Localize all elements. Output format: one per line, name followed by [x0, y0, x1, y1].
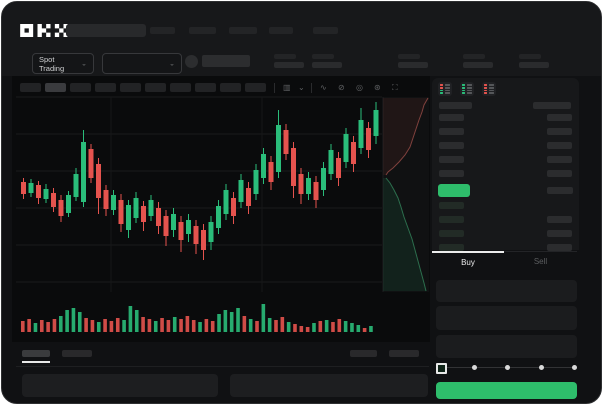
bottom-tab[interactable] — [62, 350, 92, 357]
order-input[interactable] — [436, 280, 577, 302]
ask-amount-placeholder[interactable] — [547, 170, 572, 177]
tab-buy[interactable]: Buy — [432, 251, 504, 272]
ob-header-right — [533, 102, 571, 109]
chart-tool-icon[interactable]: ⛶ — [392, 83, 398, 92]
market-type-label: Spot Trading — [39, 54, 65, 73]
chart-tool-icon[interactable]: ◎ — [356, 83, 363, 92]
ask-amount-placeholder[interactable] — [547, 142, 572, 149]
book-bids-icon[interactable] — [460, 82, 474, 96]
slider-stop[interactable] — [505, 365, 510, 370]
bottom-divider — [16, 366, 429, 367]
chart-tool-icon[interactable]: ⊘ — [338, 83, 345, 92]
book-asks-icon[interactable] — [482, 82, 496, 96]
stat-label-placeholder — [463, 54, 485, 59]
stat-value-placeholder — [312, 62, 342, 68]
pair-name-placeholder — [202, 55, 250, 67]
tab-sell[interactable]: Sell — [533, 257, 548, 266]
chart-tool-icon[interactable]: ▥ — [283, 83, 291, 92]
toolbar-separator — [311, 83, 312, 93]
last-price-badge[interactable] — [438, 184, 470, 197]
search-input[interactable] — [66, 24, 146, 37]
interval-pill[interactable] — [20, 83, 41, 92]
pair-selector-dropdown[interactable]: ⌄ — [102, 53, 182, 74]
ask-price-placeholder[interactable] — [439, 156, 464, 163]
bid-price-placeholder[interactable] — [439, 244, 464, 251]
ask-price-placeholder[interactable] — [439, 142, 464, 149]
slider-handle[interactable] — [436, 363, 447, 374]
bottom-tab[interactable] — [22, 350, 50, 357]
grid-layer — [16, 96, 382, 292]
market-type-dropdown[interactable]: Spot Trading ⌄ — [32, 53, 94, 74]
bottom-action-placeholder[interactable] — [350, 350, 377, 357]
interval-pill[interactable] — [145, 83, 166, 92]
chevron-down-icon: ⌄ — [81, 61, 87, 67]
slider-stop[interactable] — [538, 365, 544, 370]
ask-amount-placeholder[interactable] — [547, 156, 572, 163]
interval-pill[interactable] — [45, 83, 66, 92]
interval-pill[interactable] — [70, 83, 91, 92]
nav-item-placeholder[interactable] — [150, 27, 175, 34]
interval-pill[interactable] — [220, 83, 241, 92]
bid-price-placeholder[interactable] — [439, 216, 464, 223]
ask-price-placeholder[interactable] — [439, 128, 464, 135]
bid-amount-placeholder[interactable] — [547, 216, 572, 223]
slider-stop[interactable] — [572, 365, 577, 370]
nav-item-placeholder[interactable] — [229, 27, 257, 34]
nav-item-placeholder[interactable] — [269, 27, 293, 34]
bid-price-placeholder[interactable] — [439, 230, 464, 237]
slider-stop[interactable] — [471, 365, 477, 370]
bid-amount-placeholder[interactable] — [547, 244, 572, 251]
ob-header-left — [439, 102, 472, 109]
stat-value-placeholder — [519, 62, 549, 68]
nav-item-placeholder[interactable] — [313, 27, 338, 34]
stat-value-placeholder — [463, 62, 493, 68]
coin-avatar[interactable] — [185, 55, 198, 68]
candles-layer — [21, 102, 379, 260]
interval-pill[interactable] — [95, 83, 116, 92]
ask-amount-placeholder[interactable] — [547, 128, 572, 135]
ask-price-placeholder[interactable] — [439, 114, 464, 121]
ask-amount-placeholder[interactable] — [547, 114, 572, 121]
stat-label-placeholder — [519, 54, 541, 59]
order-input[interactable] — [436, 306, 577, 330]
toolbar-separator — [274, 83, 275, 93]
okx-logo[interactable] — [20, 24, 68, 37]
chart-tool-icon[interactable]: ⊛ — [374, 83, 381, 92]
chevron-down-icon: ⌄ — [169, 61, 175, 67]
order-tabbar — [432, 251, 577, 273]
stat-value-placeholder — [274, 62, 304, 68]
last-price-amount-placeholder — [547, 187, 573, 194]
depth-chart — [382, 97, 429, 292]
volume-layer — [21, 304, 373, 332]
interval-pill[interactable] — [120, 83, 141, 92]
interval-pill[interactable] — [195, 83, 216, 92]
ask-price-placeholder[interactable] — [439, 170, 464, 177]
stat-label-placeholder — [274, 54, 296, 59]
book-both-icon[interactable] — [438, 82, 452, 96]
active-tab-underline — [22, 361, 50, 363]
stat-value-placeholder — [398, 62, 428, 68]
stat-label-placeholder — [398, 54, 420, 59]
stat-label-placeholder — [312, 54, 334, 59]
order-input[interactable] — [436, 335, 577, 358]
bid-price-placeholder[interactable] — [439, 202, 464, 209]
bottom-panel — [22, 374, 218, 397]
interval-pill[interactable] — [170, 83, 191, 92]
bid-amount-placeholder[interactable] — [547, 230, 572, 237]
bottom-action-placeholder[interactable] — [389, 350, 419, 357]
chart-tool-icon[interactable]: ∿ — [320, 83, 327, 92]
interval-pill[interactable] — [245, 83, 266, 92]
chart-tool-icon[interactable]: ⌄ — [298, 83, 305, 92]
nav-item-placeholder[interactable] — [189, 27, 216, 34]
bottom-panel — [230, 374, 428, 397]
buy-button[interactable] — [436, 382, 577, 399]
